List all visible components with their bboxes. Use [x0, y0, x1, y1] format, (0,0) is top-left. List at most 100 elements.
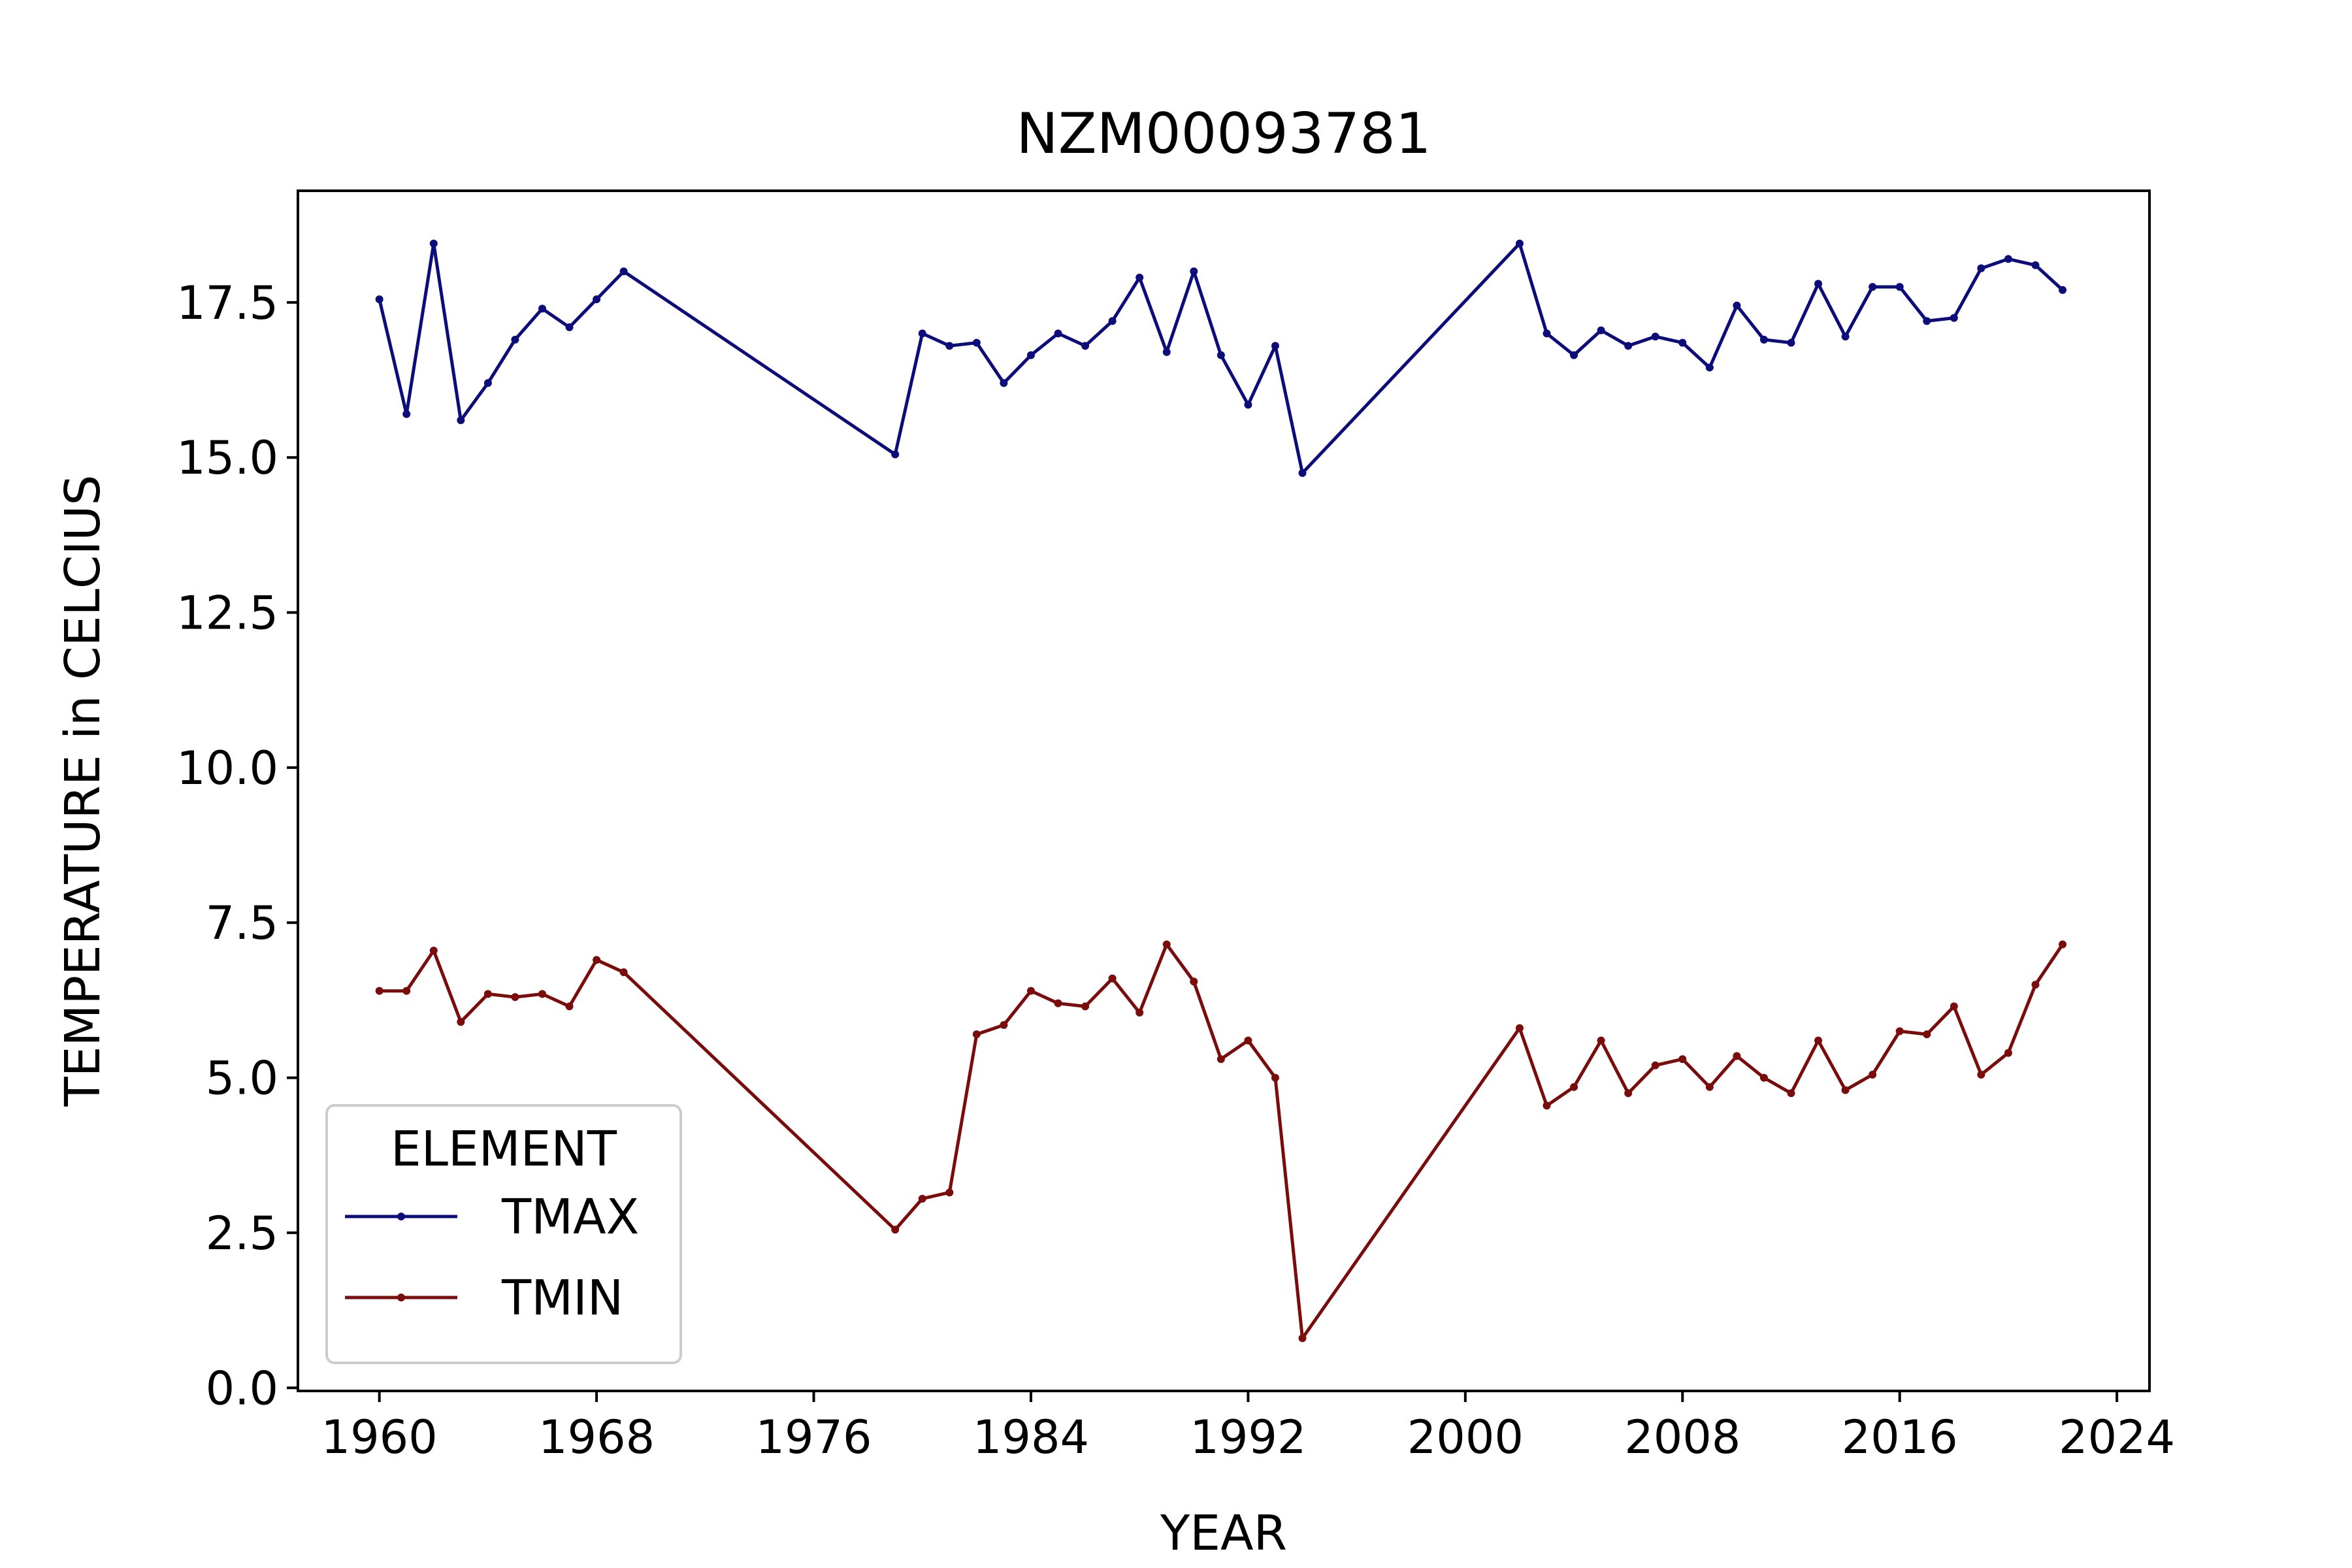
data-point	[1651, 333, 1659, 341]
data-point	[593, 295, 601, 304]
data-point	[2059, 286, 2067, 294]
data-point	[511, 335, 519, 344]
legend: ELEMENT TMAX TMIN	[325, 1104, 682, 1364]
data-point	[1869, 1070, 1877, 1079]
data-point	[1923, 1030, 1931, 1039]
data-point	[1597, 1036, 1605, 1045]
data-point	[402, 410, 411, 418]
data-point	[1271, 342, 1279, 350]
x-tick-label: 1960	[321, 1411, 438, 1464]
x-tick-label: 2024	[2059, 1411, 2175, 1464]
data-point	[1108, 974, 1117, 983]
data-point	[1705, 363, 1714, 372]
y-axis-ticks: 0.0 2.5 5.0 7.5 10.0 12.5 15.0 17.5	[176, 276, 298, 1415]
data-point	[1759, 1073, 1768, 1082]
data-point	[1135, 1008, 1144, 1017]
data-point	[565, 323, 574, 331]
data-point	[593, 956, 601, 964]
x-tick-label: 2016	[1842, 1411, 1958, 1464]
data-point	[429, 239, 438, 248]
y-tick-label: 12.5	[176, 587, 278, 640]
data-point	[2059, 940, 2067, 949]
data-point	[1515, 1024, 1524, 1032]
data-point	[1298, 468, 1307, 477]
x-tick-label: 2008	[1624, 1411, 1740, 1464]
x-axis-ticks: 1960 1968 1976 1984 1992 2000 2008 2016 2024	[321, 1391, 2175, 1464]
legend-swatch-marker	[397, 1213, 405, 1220]
data-point	[2004, 1049, 2012, 1057]
legend-swatch-marker	[397, 1294, 405, 1301]
data-point	[1543, 1102, 1551, 1110]
data-point	[1977, 264, 1985, 272]
data-point	[619, 968, 628, 977]
data-point	[375, 295, 384, 304]
data-point	[1135, 273, 1144, 282]
y-tick-label: 7.5	[206, 896, 278, 950]
data-point	[891, 1226, 900, 1234]
data-point	[2031, 261, 2040, 269]
data-point	[1298, 1334, 1307, 1343]
data-point	[1787, 338, 1795, 347]
data-point	[1081, 342, 1090, 350]
data-point	[972, 1030, 981, 1039]
data-point	[1814, 1036, 1823, 1045]
data-point	[538, 990, 546, 998]
data-point	[457, 416, 465, 425]
data-point	[483, 379, 492, 387]
y-tick-label: 0.0	[206, 1362, 278, 1415]
data-point	[429, 946, 438, 955]
data-point	[1759, 335, 1768, 344]
data-point	[1244, 1036, 1252, 1045]
x-tick-label: 1976	[755, 1411, 872, 1464]
data-point	[1081, 1002, 1090, 1011]
data-point	[1950, 314, 1958, 322]
data-point	[918, 1194, 926, 1203]
data-point	[1597, 326, 1605, 335]
data-point	[1705, 1083, 1714, 1091]
data-point	[1217, 1055, 1225, 1064]
data-point	[1841, 333, 1850, 341]
data-point	[945, 1188, 954, 1197]
legend-label: TMAX	[501, 1189, 639, 1245]
x-tick-label: 1968	[538, 1411, 655, 1464]
data-point	[1543, 329, 1551, 338]
data-point	[483, 990, 492, 998]
series-layer	[375, 239, 2067, 1343]
data-point	[1026, 987, 1035, 995]
legend-entries: TMAX TMIN	[345, 1189, 639, 1326]
data-point	[1678, 338, 1687, 347]
data-point	[1733, 301, 1741, 310]
data-point	[1054, 999, 1062, 1007]
chart-title: NZM00093781	[1016, 101, 1431, 167]
data-point	[375, 987, 384, 995]
data-point	[1977, 1070, 1985, 1079]
y-tick-label: 17.5	[176, 276, 278, 330]
y-axis-label: TEMPERATURE in CELCIUS	[55, 475, 111, 1107]
data-point	[565, 1002, 574, 1011]
data-point	[1570, 1083, 1578, 1091]
y-tick-label: 10.0	[176, 742, 278, 795]
data-point	[1869, 283, 1877, 291]
data-point	[1054, 329, 1062, 338]
data-point	[1570, 351, 1578, 359]
data-point	[1814, 280, 1823, 288]
data-point	[1217, 351, 1225, 359]
x-axis-label: YEAR	[1160, 1505, 1287, 1561]
x-tick-label: 1992	[1190, 1411, 1306, 1464]
legend-label: TMIN	[501, 1270, 623, 1326]
data-point	[1515, 239, 1524, 248]
series-tmin	[375, 940, 2067, 1343]
x-tick-label: 2000	[1407, 1411, 1524, 1464]
legend-title: ELEMENT	[391, 1121, 617, 1177]
data-point	[1841, 1086, 1850, 1094]
data-point	[1678, 1055, 1687, 1064]
data-point	[1651, 1061, 1659, 1070]
data-point	[1923, 317, 1931, 325]
data-point	[1190, 267, 1198, 276]
data-point	[1733, 1052, 1741, 1060]
data-point	[1950, 1002, 1958, 1011]
data-point	[972, 338, 981, 347]
data-point	[511, 993, 519, 1002]
y-tick-label: 15.0	[176, 431, 278, 485]
data-point	[1000, 1021, 1008, 1029]
